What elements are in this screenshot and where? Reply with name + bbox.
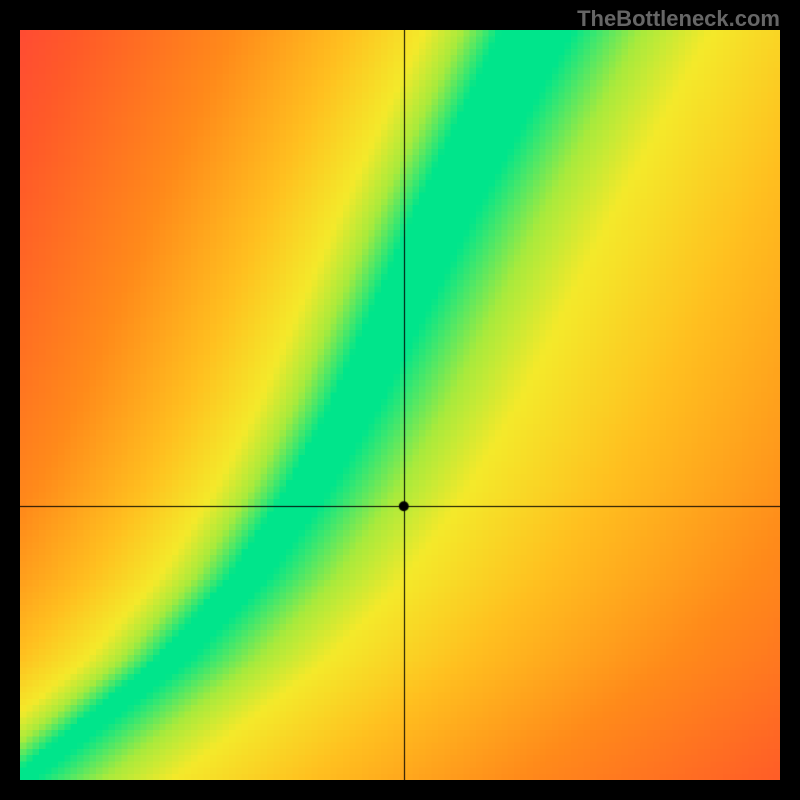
heatmap-canvas — [20, 30, 780, 780]
chart-container: TheBottleneck.com — [0, 0, 800, 800]
watermark-text: TheBottleneck.com — [577, 6, 780, 32]
plot-area — [20, 30, 780, 780]
